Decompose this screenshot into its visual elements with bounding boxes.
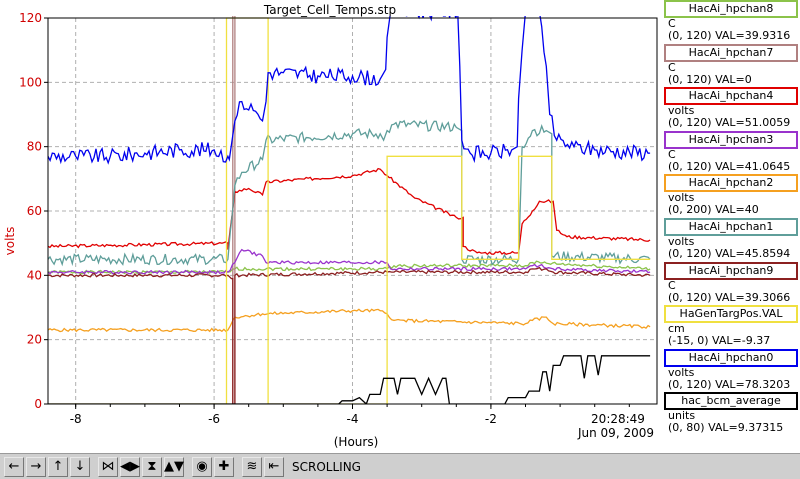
legend-unit: C — [668, 147, 676, 161]
series-line-HacAi_hpchan3 — [48, 248, 651, 275]
zoom-out-x-icon[interactable]: ◀▶ — [120, 456, 140, 477]
series-line-HacAi_hpchan0 — [48, 16, 651, 165]
series-line-HacAi_hpchan9 — [48, 266, 651, 404]
timestamp: 20:28:49 — [591, 412, 645, 426]
legend-item[interactable]: HacAi_hpchan2 volts (0, 200) VAL=40 — [664, 174, 798, 216]
x-axis-label: (Hours) — [334, 435, 379, 449]
legend-range-value: (0, 120) VAL=39.9316 — [668, 29, 791, 42]
series-layer — [48, 16, 651, 404]
legend-range-value: (0, 200) VAL=40 — [668, 203, 759, 217]
y-axis-label: volts — [3, 227, 17, 256]
legend-range-value: (0, 120) VAL=78.3203 — [668, 377, 791, 391]
legend-unit: volts — [668, 104, 695, 118]
config-icon[interactable]: ≋ — [242, 456, 262, 477]
legend-range-value: (-15, 0) VAL=-9.37 — [668, 334, 771, 348]
autoscale-icon[interactable]: ◉ — [192, 456, 212, 477]
grid-lines — [48, 18, 657, 404]
legend-item[interactable]: HacAi_hpchan4 volts (0, 120) VAL=51.0059 — [664, 87, 798, 129]
y-tick-label: 0 — [34, 397, 42, 411]
y-tick-label: 100 — [19, 75, 42, 89]
x-tick-label: -4 — [347, 412, 359, 426]
legend-series-name[interactable]: HacAi_hpchan1 — [664, 218, 798, 236]
toolbar-buttons: ← → ↑ ↓ ⋈ ◀▶ ⧗ ▲▼ ◉ ✚ ≋ ⇤ — [4, 456, 286, 477]
legend-item[interactable]: HacAi_hpchan3 C (0, 120) VAL=41.0645 — [664, 130, 798, 173]
legend-range-value: (0, 120) VAL=45.8594 — [668, 247, 791, 260]
legend-unit: C — [668, 17, 676, 30]
legend-series-name[interactable]: HacAi_hpchan0 — [664, 348, 798, 367]
zoom-in-x-icon[interactable]: ⋈ — [98, 456, 118, 477]
y-tick-label: 40 — [27, 268, 42, 282]
chart-title: Target_Cell_Temps.stp — [263, 3, 396, 17]
legend-series-name[interactable]: HaGenTargPos.VAL — [664, 305, 798, 324]
series-line-HacAi_hpchan4 — [48, 167, 651, 256]
legend-unit: C — [668, 60, 676, 74]
legend-series-name[interactable]: HacAi_hpchan2 — [664, 174, 798, 193]
pan-up-icon[interactable]: ↑ — [48, 456, 68, 477]
legend-series-name[interactable]: hac_bcm_average — [664, 392, 798, 411]
legend-item[interactable]: HacAi_hpchan0 volts (0, 120) VAL=78.3203 — [664, 348, 798, 391]
add-channel-icon[interactable]: ✚ — [214, 456, 234, 477]
legend-item[interactable]: HacAi_hpchan1 volts (0, 120) VAL=45.8594 — [664, 218, 798, 260]
legend-range-value: (0, 80) VAL=9.37315 — [668, 421, 784, 435]
legend-item[interactable]: HacAi_hpchan7 C (0, 120) VAL=0 — [664, 43, 798, 86]
legend-item[interactable]: hac_bcm_average units (0, 80) VAL=9.37315 — [664, 392, 798, 434]
legend-unit: volts — [668, 365, 695, 379]
pan-right-icon[interactable]: → — [26, 456, 46, 477]
series-line-hac_bcm_average — [48, 355, 651, 404]
legend-unit: units — [668, 409, 696, 423]
x-axis: -8 -6 -4 -2 — [70, 404, 630, 426]
series-line-HacAi_hpchan1 — [48, 119, 651, 267]
legend-unit: volts — [668, 235, 695, 248]
legend-unit: C — [668, 278, 676, 292]
zoom-out-y-icon[interactable]: ▲▼ — [164, 456, 184, 477]
toolbar: ← → ↑ ↓ ⋈ ◀▶ ⧗ ▲▼ ◉ ✚ ≋ ⇤ SCROLLING — [0, 453, 800, 479]
legend-series-name[interactable]: HacAi_hpchan8 — [664, 0, 798, 18]
pan-left-icon[interactable]: ← — [4, 456, 24, 477]
legend-unit: volts — [668, 191, 695, 205]
status-text: SCROLLING — [292, 459, 361, 474]
y-tick-label: 80 — [27, 140, 42, 154]
y-tick-label: 20 — [27, 333, 42, 347]
legend-range-value: (0, 120) VAL=51.0059 — [668, 116, 791, 130]
legend-range-value: (0, 120) VAL=41.0645 — [668, 159, 791, 173]
x-tick-label: -6 — [208, 412, 220, 426]
y-tick-label: 60 — [27, 204, 42, 218]
legend-unit: cm — [668, 322, 685, 336]
legend-series-name[interactable]: HacAi_hpchan9 — [664, 261, 798, 280]
legend-range-value: (0, 120) VAL=39.3066 — [668, 290, 791, 304]
x-tick-label: -2 — [485, 412, 497, 426]
legend-item[interactable]: HaGenTargPos.VAL cm (-15, 0) VAL=-9.37 — [664, 305, 798, 347]
x-tick-label: -8 — [70, 412, 82, 426]
legend-series-name[interactable]: HacAi_hpchan7 — [664, 43, 798, 62]
series-line-HacAi_hpchan2 — [48, 308, 651, 333]
legend-series-name[interactable]: HacAi_hpchan4 — [664, 87, 798, 106]
legend-item[interactable]: HacAi_hpchan8 C (0, 120) VAL=39.9316 — [664, 0, 798, 42]
legend-series-name[interactable]: HacAi_hpchan3 — [664, 130, 798, 149]
zoom-in-y-icon[interactable]: ⧗ — [142, 456, 162, 477]
y-tick-label: 120 — [19, 11, 42, 25]
plot-area[interactable]: 0 20 40 60 80 100 120 -8 -6 -4 -2 Target_Cell_Tem… — [0, 0, 660, 453]
date: Jun 09, 2009 — [577, 426, 654, 440]
legend-range-value: (0, 120) VAL=0 — [668, 72, 752, 86]
y-axis: 0 20 40 60 80 100 120 — [19, 11, 48, 411]
legend-item[interactable]: HacAi_hpchan9 C (0, 120) VAL=39.3066 — [664, 261, 798, 304]
legend: HacAi_hpchan8 C (0, 120) VAL=39.9316 HacAi_… — [660, 0, 800, 453]
pan-down-icon[interactable]: ↓ — [70, 456, 90, 477]
scroll-end-icon[interactable]: ⇤ — [264, 456, 284, 477]
